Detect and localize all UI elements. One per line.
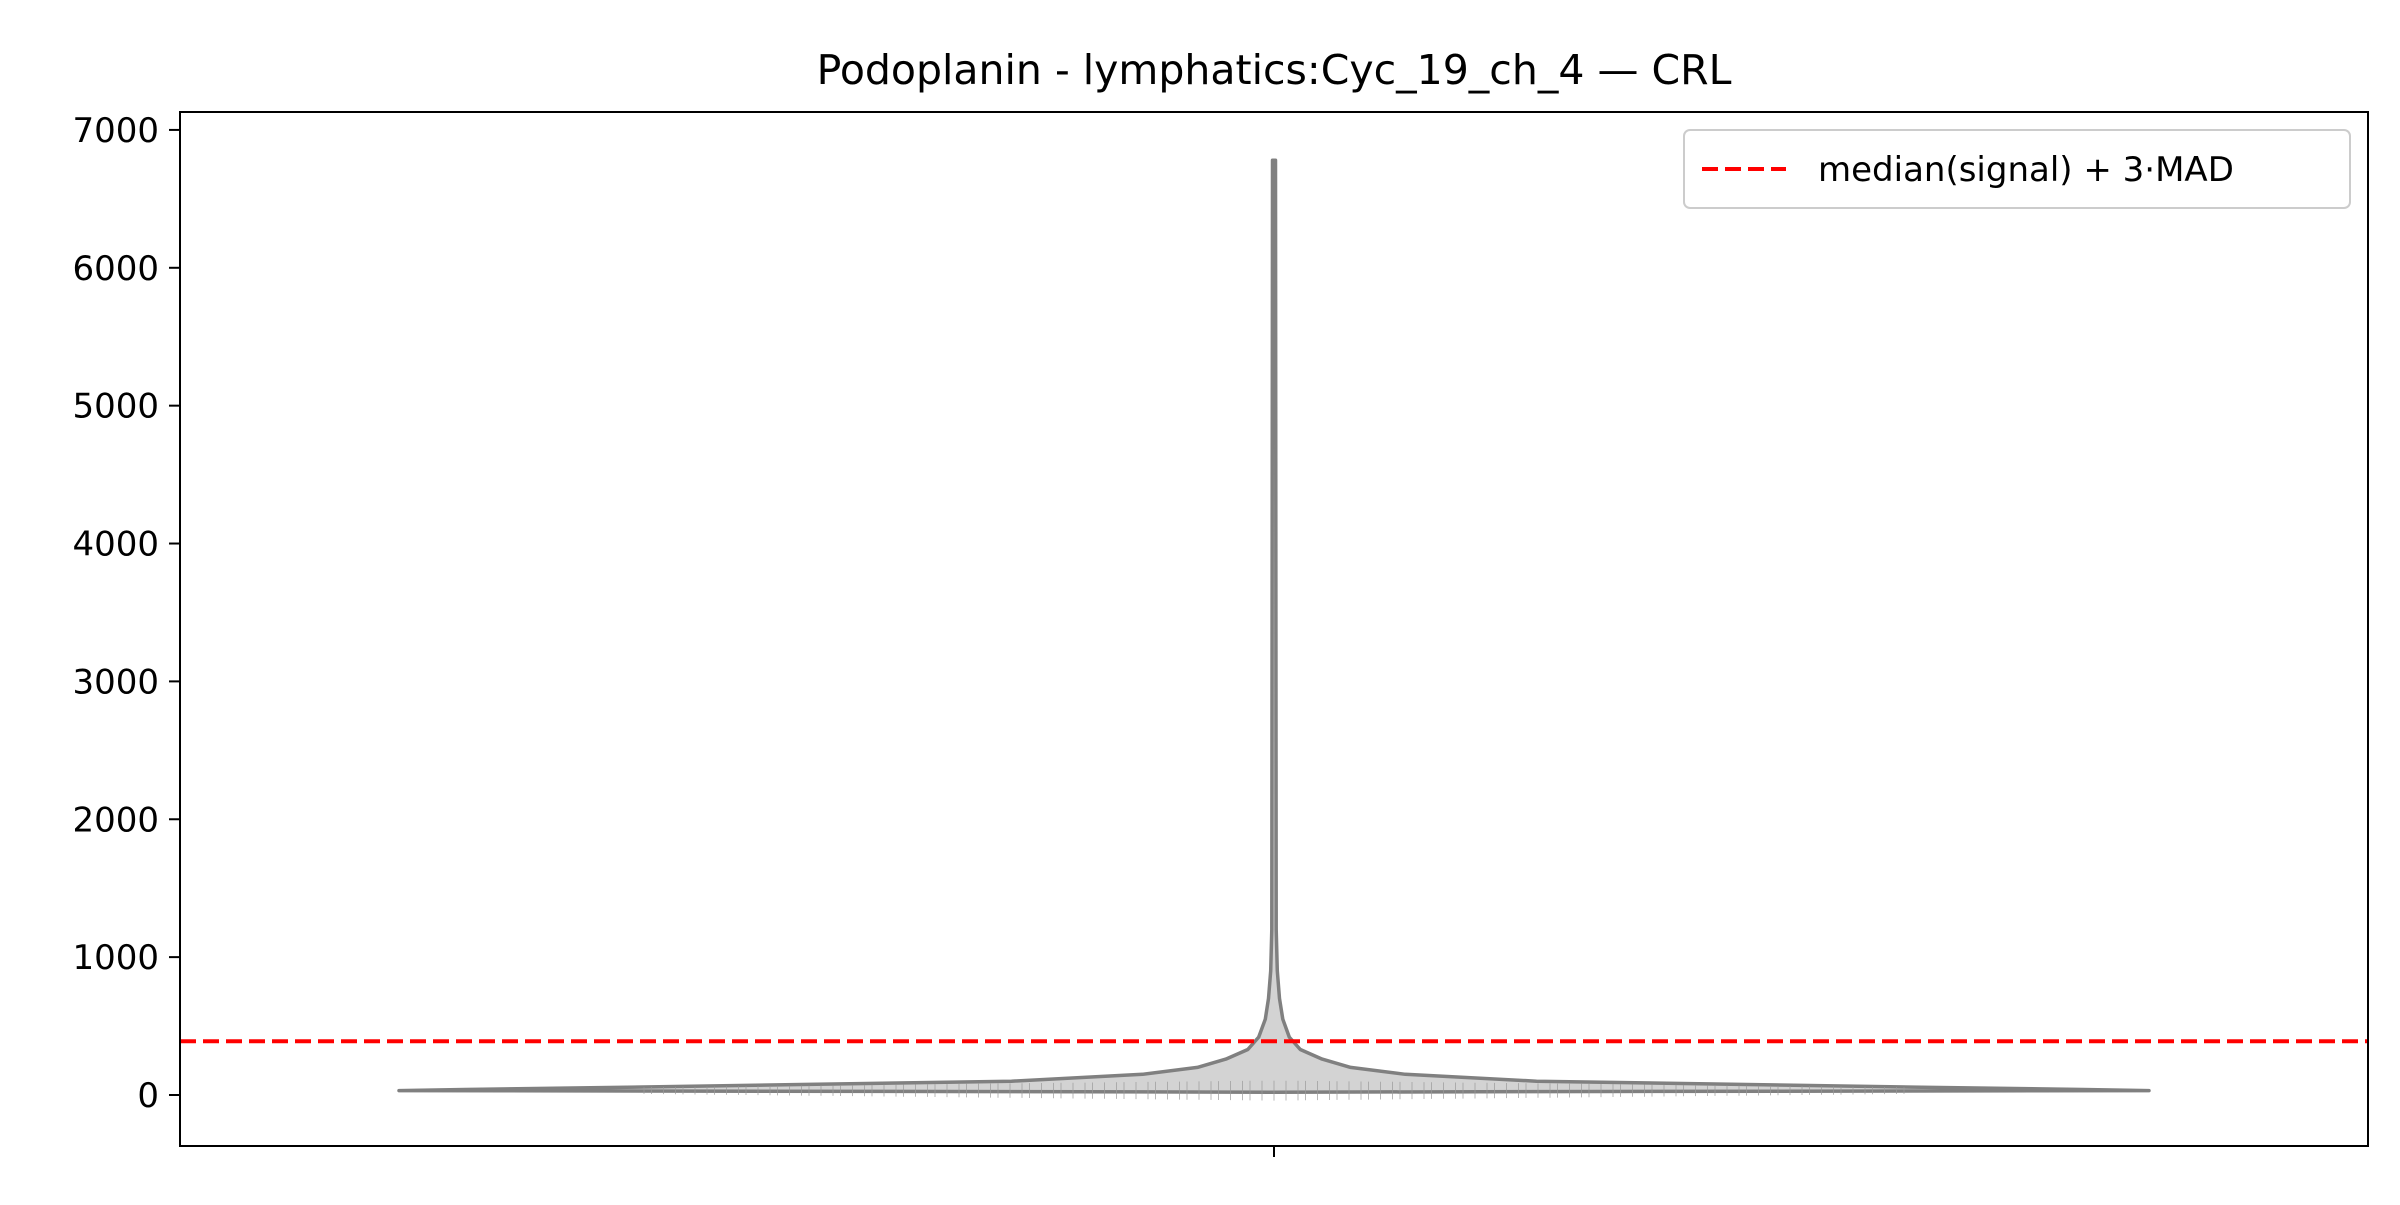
chart-title: Podoplanin - lymphatics:Cyc_19_ch_4 — CR… [817,46,1732,94]
y-tick-label: 7000 [72,111,159,151]
y-tick-label: 4000 [72,525,159,565]
y-tick-label: 6000 [72,249,159,289]
y-tick-label: 1000 [72,938,159,978]
plot-area [180,158,2368,1101]
legend-box [1683,129,2351,209]
y-axis: 0 1000 2000 3000 4000 5000 6000 7000 [72,111,180,1116]
y-tick-label: 5000 [72,387,159,427]
y-tick-label: 3000 [72,662,159,702]
violin-body [397,158,2151,1094]
legend: median(signal) + 3·MAD [1683,129,2351,209]
plot-frame [179,111,2369,1147]
legend-label: median(signal) + 3·MAD [1818,150,2234,190]
violin-inner-sticks [643,1080,1905,1101]
y-tick-label: 0 [137,1076,159,1116]
y-tick-label: 2000 [72,800,159,840]
